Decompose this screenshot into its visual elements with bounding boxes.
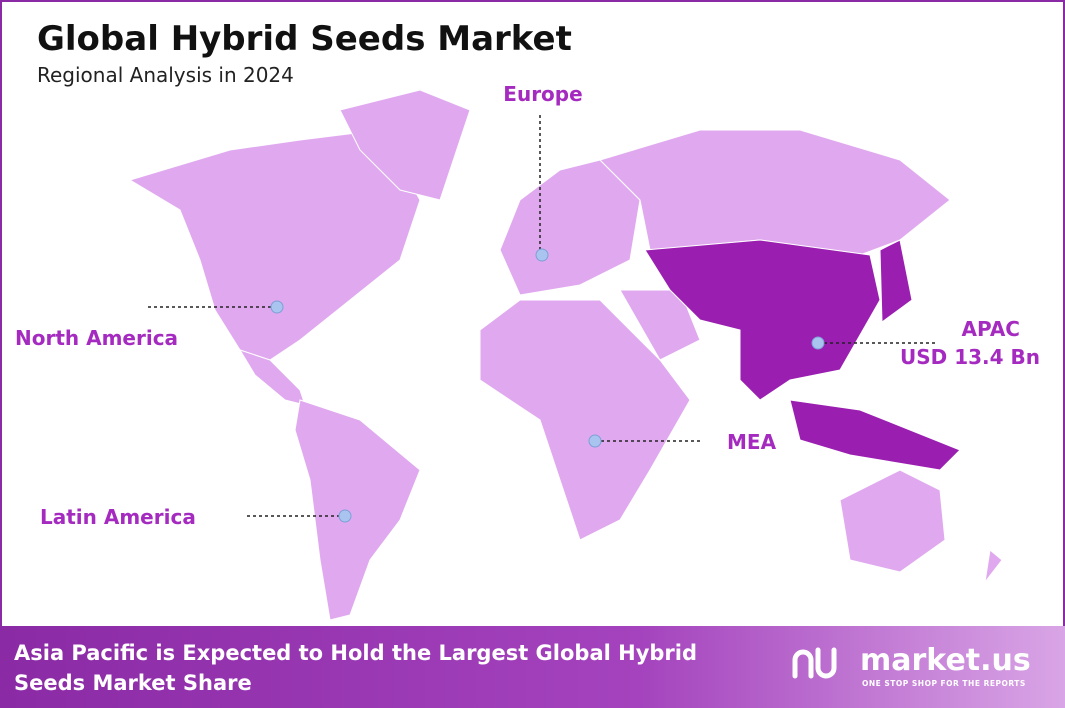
world-map bbox=[128, 89, 1003, 621]
footer-band bbox=[0, 626, 1065, 708]
logo-icon bbox=[792, 649, 814, 679]
footer-headline: Seeds Market Share bbox=[14, 671, 252, 695]
middle-east bbox=[619, 289, 701, 361]
africa bbox=[479, 299, 691, 541]
subtitle: Regional Analysis in 2024 bbox=[37, 63, 294, 87]
region-marker bbox=[811, 336, 825, 350]
region-marker bbox=[338, 509, 352, 523]
south-america bbox=[294, 399, 421, 621]
title: Global Hybrid Seeds Market bbox=[37, 19, 572, 59]
region-label: Latin America bbox=[40, 505, 196, 529]
new-zealand bbox=[984, 549, 1003, 583]
southeast-asia-islands bbox=[789, 399, 961, 471]
region-value: USD 13.4 Bn bbox=[900, 345, 1040, 369]
brand-name: market.us bbox=[860, 643, 1031, 678]
region-marker bbox=[535, 248, 549, 262]
brand-tagline: ONE STOP SHOP FOR THE REPORTS bbox=[862, 679, 1026, 688]
greenland bbox=[339, 89, 471, 201]
japan bbox=[879, 239, 913, 323]
asia-mainland bbox=[644, 239, 881, 401]
region-label: APAC bbox=[962, 317, 1020, 341]
brand-logo bbox=[792, 647, 837, 679]
australia bbox=[839, 469, 946, 573]
region-label: Europe bbox=[503, 82, 582, 106]
north-america bbox=[128, 129, 421, 361]
footer-headline: Asia Pacific is Expected to Hold the Lar… bbox=[14, 641, 697, 665]
region-marker bbox=[588, 434, 602, 448]
region-label: MEA bbox=[727, 430, 777, 454]
logo-icon bbox=[815, 647, 837, 679]
region-label: North America bbox=[15, 326, 178, 350]
region-marker bbox=[270, 300, 284, 314]
